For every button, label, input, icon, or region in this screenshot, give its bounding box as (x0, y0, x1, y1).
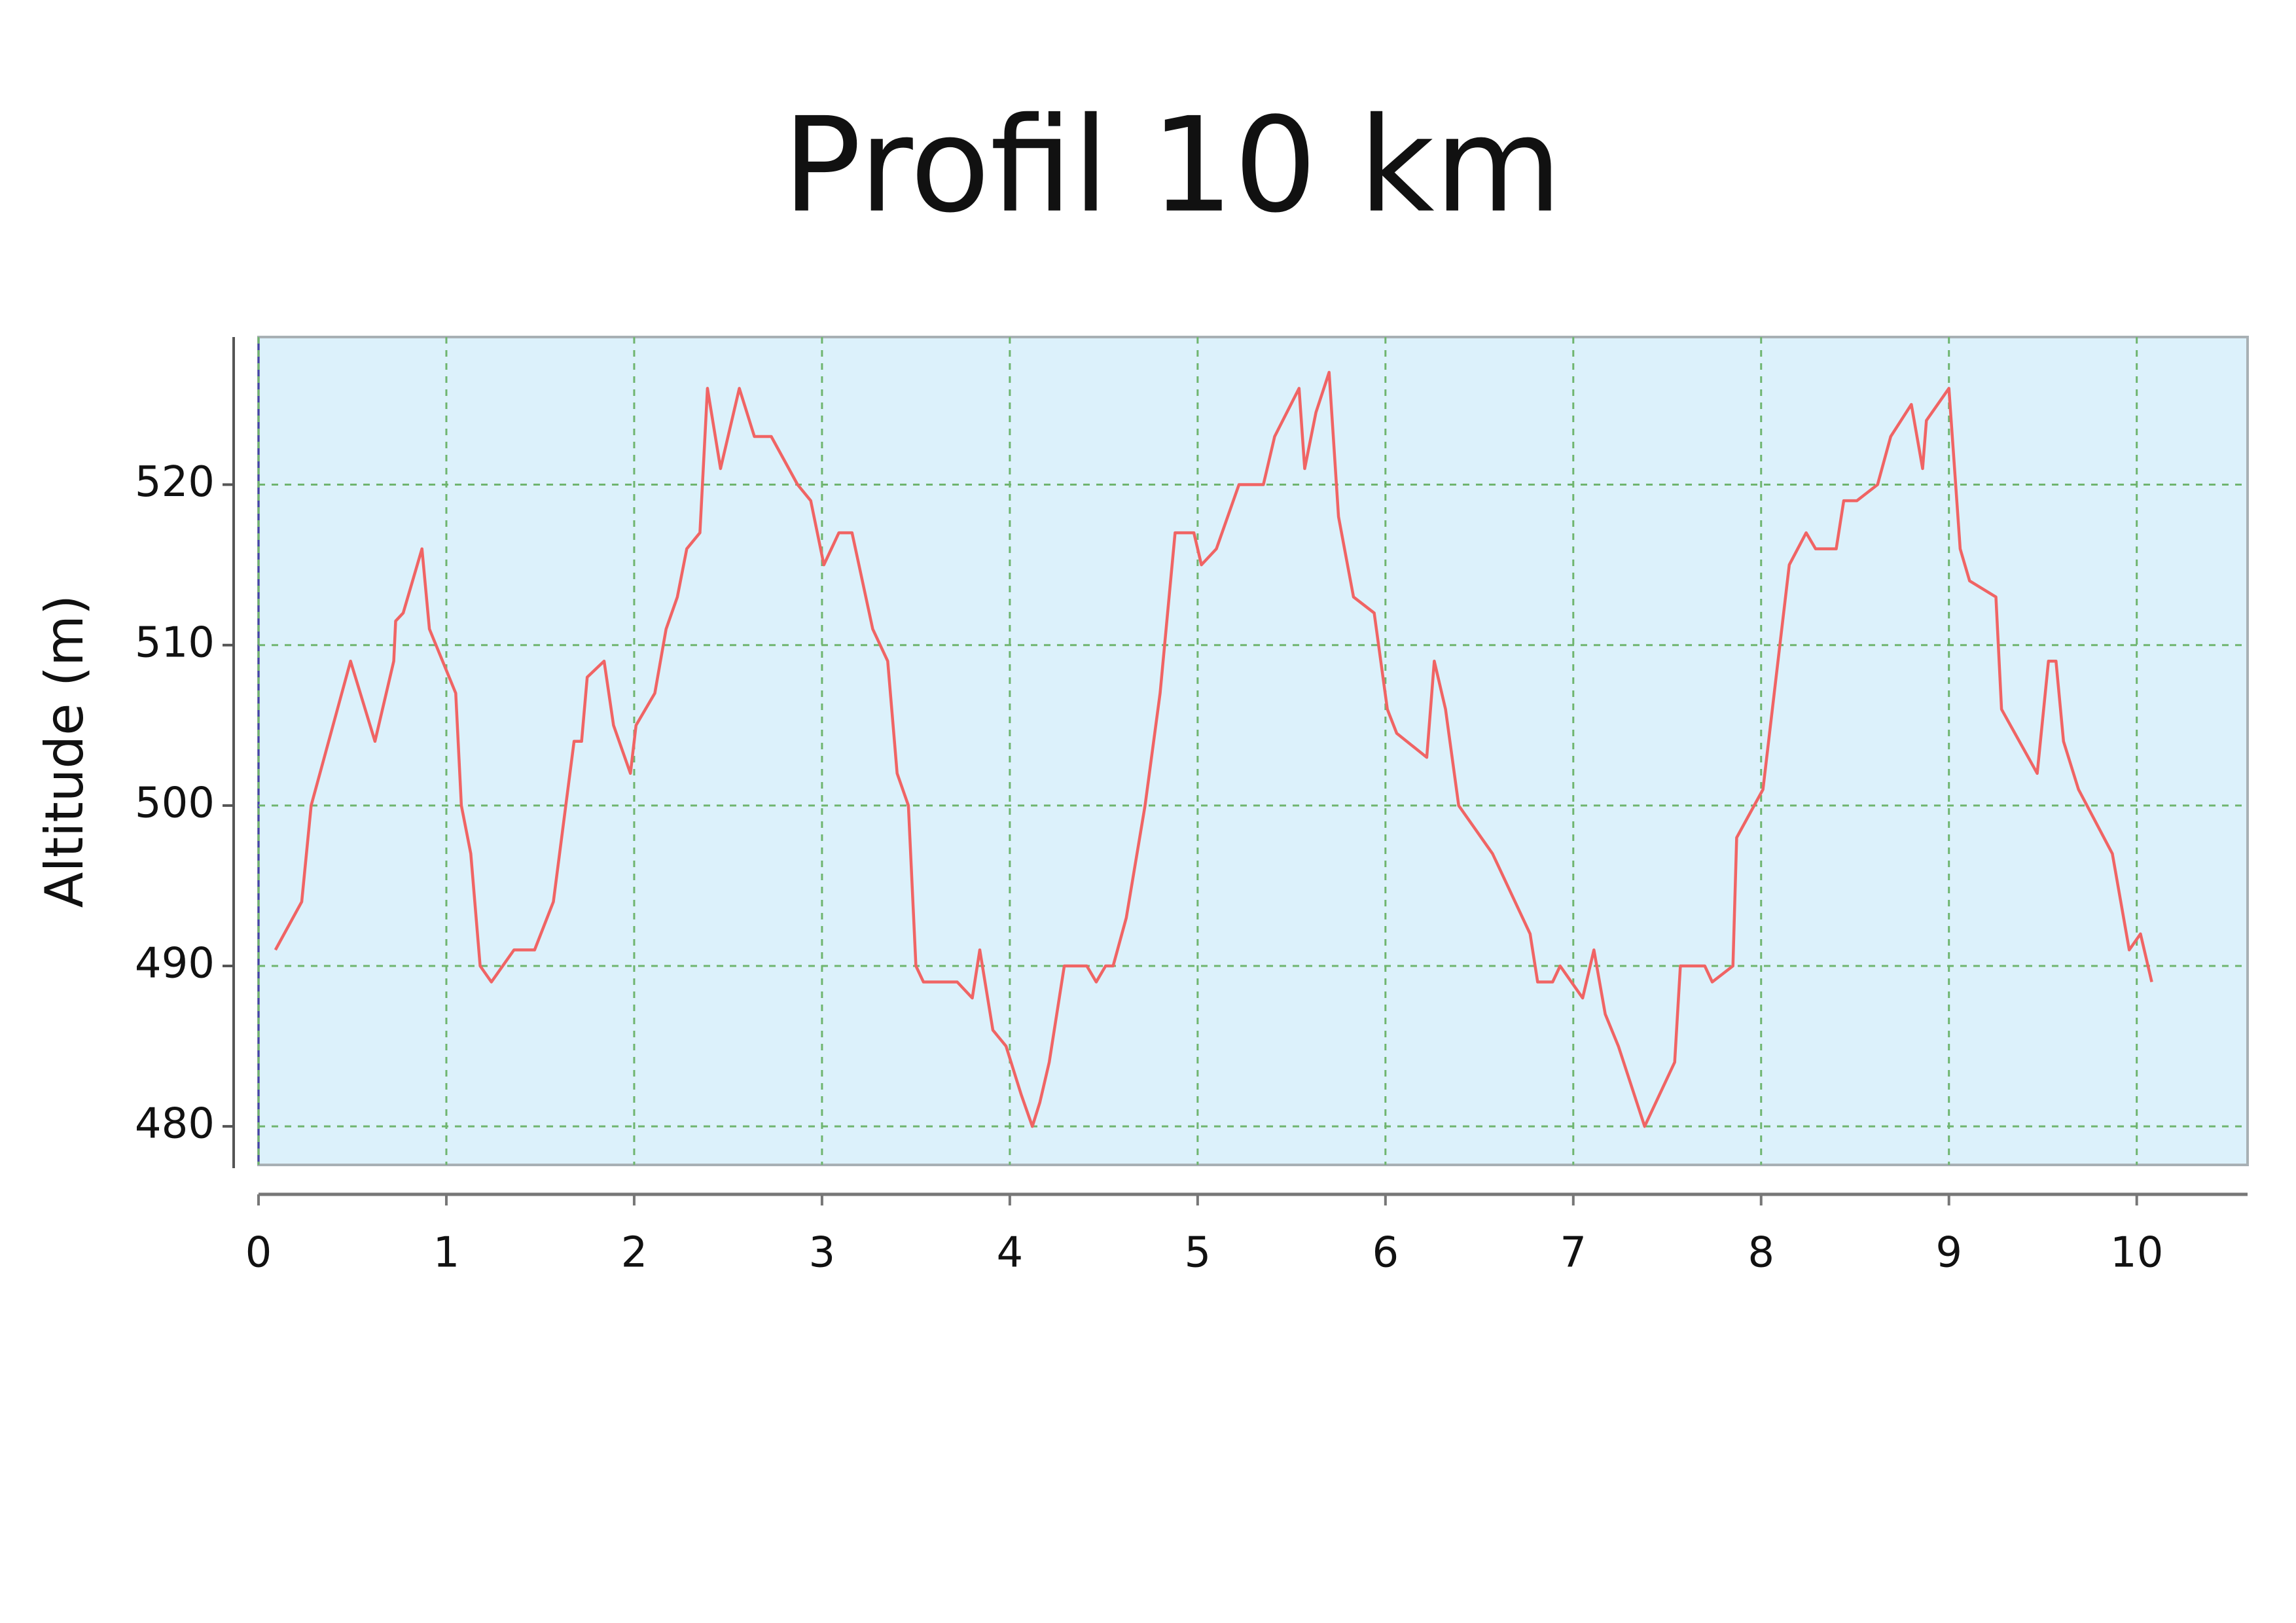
y-tick-label: 490 (135, 940, 215, 988)
y-tick-label: 520 (135, 458, 215, 507)
y-tick-label: 500 (135, 779, 215, 827)
x-tick-label: 6 (1372, 1229, 1399, 1277)
x-tick-label: 5 (1184, 1229, 1211, 1277)
x-tick-label: 1 (433, 1229, 460, 1277)
x-tick-label: 4 (997, 1229, 1024, 1277)
y-tick-label: 480 (135, 1100, 215, 1149)
altitude-line (274, 370, 2153, 1128)
chart-title: Profil 10 km (782, 90, 1562, 242)
x-tick-label: 8 (1748, 1229, 1774, 1277)
x-tick-label: 3 (809, 1229, 836, 1277)
x-tick-label: 9 (1935, 1229, 1962, 1277)
plot-area (257, 336, 2249, 1166)
x-tick-label: 0 (245, 1229, 272, 1277)
y-tick-label: 510 (135, 618, 215, 667)
x-tick-label: 2 (621, 1229, 648, 1277)
x-tick-label: 7 (1560, 1229, 1587, 1277)
x-tick-label: 10 (2110, 1229, 2163, 1277)
y-axis-label: Altitude (m) (34, 595, 95, 908)
